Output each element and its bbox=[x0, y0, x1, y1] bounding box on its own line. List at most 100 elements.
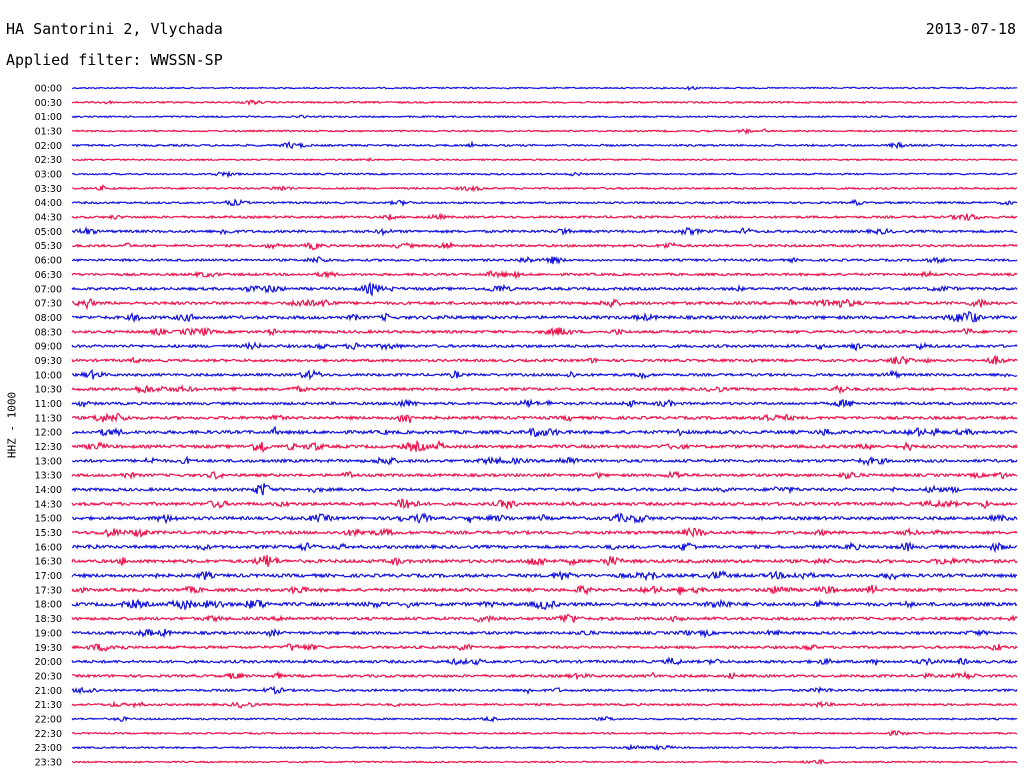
time-label: 16:00 bbox=[35, 542, 62, 553]
station-title: HA Santorini 2, Vlychada bbox=[6, 20, 223, 38]
trace-line bbox=[71, 512, 1018, 525]
time-label: 16:30 bbox=[35, 557, 62, 568]
trace-line bbox=[71, 140, 1018, 150]
trace-line bbox=[71, 398, 1018, 409]
time-label: 12:30 bbox=[35, 442, 62, 453]
trace-line bbox=[71, 368, 1018, 381]
time-label: 21:30 bbox=[35, 700, 62, 711]
time-label: 11:00 bbox=[35, 399, 62, 410]
trace-line bbox=[71, 156, 1018, 163]
time-label: 06:00 bbox=[35, 256, 62, 267]
trace-line bbox=[71, 127, 1018, 135]
trace-line bbox=[71, 656, 1018, 667]
trace-line bbox=[71, 541, 1018, 554]
time-label: 13:00 bbox=[35, 456, 62, 467]
time-label: 07:00 bbox=[35, 284, 62, 295]
trace-line bbox=[71, 598, 1018, 611]
time-label: 23:00 bbox=[35, 743, 62, 754]
trace-line bbox=[71, 170, 1018, 179]
time-label: 14:00 bbox=[35, 485, 62, 496]
trace-line bbox=[71, 326, 1018, 338]
trace-line bbox=[71, 269, 1018, 280]
time-label: 05:00 bbox=[35, 227, 62, 238]
filter-label: Applied filter: WWSSN-SP bbox=[6, 51, 223, 69]
trace-line bbox=[71, 729, 1017, 736]
trace-line bbox=[71, 281, 1018, 297]
time-label: 04:00 bbox=[35, 198, 62, 209]
time-label: 08:00 bbox=[35, 313, 62, 324]
trace-line bbox=[71, 569, 1018, 582]
time-label: 00:00 bbox=[35, 84, 62, 95]
trace-line bbox=[71, 310, 1018, 323]
trace-line bbox=[71, 743, 1018, 752]
trace-line bbox=[71, 483, 1018, 496]
time-label: 12:00 bbox=[35, 428, 62, 439]
trace-line bbox=[71, 255, 1018, 265]
time-label: 13:30 bbox=[35, 471, 62, 482]
trace-line bbox=[71, 613, 1018, 624]
trace-line bbox=[71, 99, 1018, 107]
time-label: 20:00 bbox=[35, 657, 62, 668]
trace-line bbox=[71, 384, 1018, 395]
time-label: 20:30 bbox=[35, 671, 62, 682]
trace-line bbox=[71, 526, 1018, 539]
time-label: 06:30 bbox=[35, 270, 62, 281]
time-label: 14:30 bbox=[35, 499, 62, 510]
time-label: 07:30 bbox=[35, 299, 62, 310]
time-label: 19:00 bbox=[35, 628, 62, 639]
trace-line bbox=[71, 212, 1018, 222]
trace-line bbox=[71, 198, 1018, 208]
time-label: 09:30 bbox=[35, 356, 62, 367]
time-label: 11:30 bbox=[35, 413, 62, 424]
time-label: 15:00 bbox=[35, 514, 62, 525]
time-label: 22:30 bbox=[35, 729, 62, 740]
trace-line bbox=[71, 184, 1018, 193]
time-label: 04:30 bbox=[35, 213, 62, 224]
trace-line bbox=[71, 715, 1018, 723]
time-label: 21:00 bbox=[35, 686, 62, 697]
time-label: 23:30 bbox=[35, 757, 62, 768]
time-label: 02:00 bbox=[35, 141, 62, 152]
trace-line bbox=[71, 498, 1018, 511]
time-label: 17:00 bbox=[35, 571, 62, 582]
trace-line bbox=[71, 341, 1018, 352]
time-label: 01:30 bbox=[35, 127, 62, 138]
trace-line bbox=[71, 225, 1018, 237]
time-label: 18:30 bbox=[35, 614, 62, 625]
trace-line bbox=[71, 643, 1018, 652]
trace-line bbox=[71, 439, 1018, 454]
trace-line bbox=[71, 354, 1018, 365]
time-label: 03:30 bbox=[35, 184, 62, 195]
trace-line bbox=[71, 554, 1018, 567]
time-label: 03:00 bbox=[35, 170, 62, 181]
trace-line bbox=[71, 412, 1018, 424]
trace-line bbox=[71, 85, 1018, 92]
time-label: 05:30 bbox=[35, 241, 62, 252]
trace-line bbox=[71, 455, 1018, 467]
trace-line bbox=[71, 240, 1018, 251]
trace-line bbox=[71, 670, 1018, 681]
trace-line bbox=[71, 584, 1018, 596]
date-label: 2013-07-18 bbox=[925, 20, 1016, 38]
time-label: 01:00 bbox=[35, 112, 62, 123]
trace-line bbox=[71, 758, 1018, 766]
trace-line bbox=[71, 628, 1018, 639]
trace-line bbox=[71, 470, 1018, 480]
time-label: 19:30 bbox=[35, 643, 62, 654]
time-label: 15:30 bbox=[35, 528, 62, 539]
time-label: 00:30 bbox=[35, 98, 62, 109]
time-label: 18:00 bbox=[35, 600, 62, 611]
time-label: 10:00 bbox=[35, 370, 62, 381]
trace-line bbox=[71, 700, 1018, 709]
time-label: 02:30 bbox=[35, 155, 62, 166]
time-label: 22:00 bbox=[35, 714, 62, 725]
time-label: 08:30 bbox=[35, 327, 62, 338]
trace-line bbox=[71, 297, 1018, 311]
time-label: 17:30 bbox=[35, 585, 62, 596]
time-label: 09:00 bbox=[35, 342, 62, 353]
trace-line bbox=[71, 425, 1018, 438]
trace-line bbox=[71, 685, 1018, 696]
trace-line bbox=[71, 114, 1017, 119]
time-label: 10:30 bbox=[35, 385, 62, 396]
